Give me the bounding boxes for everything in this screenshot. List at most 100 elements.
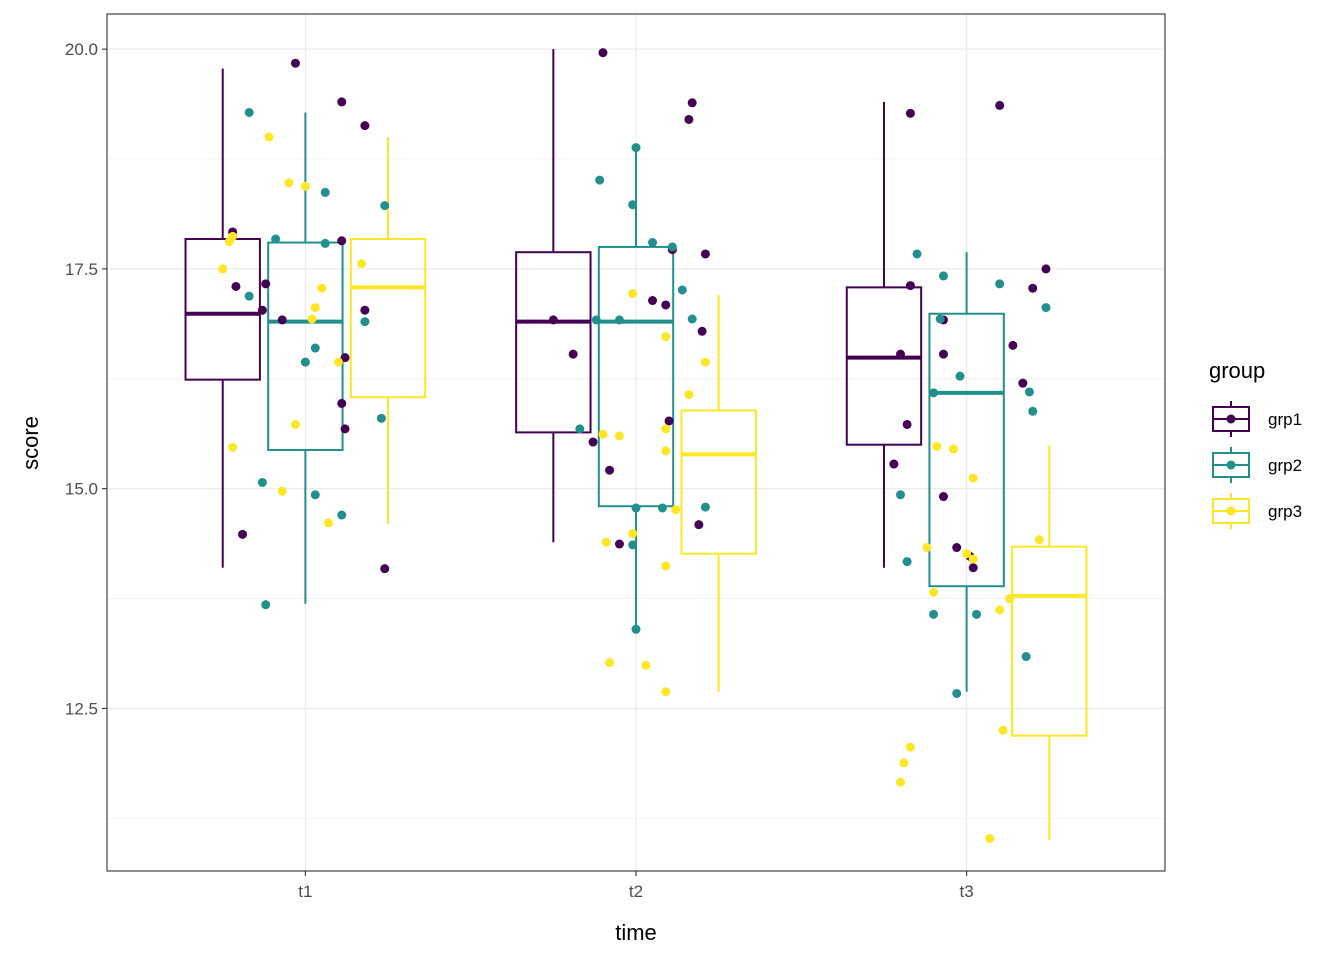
- box-iqr: [680, 409, 757, 555]
- boxplot-grp2-t3: [928, 252, 1005, 692]
- boxplot-grp1-t2: [515, 49, 592, 543]
- data-point-grp1: [687, 98, 697, 108]
- data-point-grp1: [290, 58, 300, 68]
- data-point-grp1: [995, 100, 1005, 110]
- data-point-grp3: [307, 314, 317, 324]
- data-point-grp3: [218, 264, 228, 274]
- data-point-grp3: [899, 758, 909, 768]
- x-tick-label: t2: [629, 882, 643, 901]
- data-point-grp1: [337, 97, 347, 107]
- data-point-grp2: [244, 107, 254, 117]
- data-point-grp2: [376, 413, 386, 423]
- data-point-grp1: [664, 416, 674, 426]
- data-point-grp3: [905, 742, 915, 752]
- data-point-grp2: [595, 175, 605, 185]
- legend-key-point: [1226, 414, 1236, 424]
- x-axis-title: time: [615, 920, 657, 945]
- data-point-grp2: [320, 238, 330, 248]
- data-point-grp2: [929, 388, 939, 398]
- box-iqr: [267, 241, 344, 451]
- data-point-grp2: [310, 490, 320, 500]
- data-point-grp1: [360, 121, 370, 131]
- boxplot-grp3-t1: [349, 137, 427, 524]
- data-point-grp1: [337, 398, 347, 408]
- jitter-points: [218, 48, 1051, 843]
- data-point-grp1: [568, 349, 578, 359]
- box-iqr: [845, 286, 923, 446]
- data-point-grp3: [333, 357, 343, 367]
- box-iqr: [515, 251, 592, 434]
- boxplot-grp1-t3: [845, 101, 923, 568]
- data-point-grp3: [1034, 535, 1044, 545]
- legend-label: grp3: [1268, 502, 1302, 521]
- data-point-grp3: [601, 537, 611, 547]
- data-point-grp2: [1024, 387, 1034, 397]
- box-iqr: [1011, 545, 1088, 737]
- data-point-grp3: [922, 543, 932, 553]
- data-point-grp2: [700, 502, 710, 512]
- data-point-grp3: [968, 554, 978, 564]
- y-tick-label: 17.5: [65, 260, 98, 279]
- data-point-grp2: [667, 242, 677, 252]
- legend-item-grp1: grp1: [1212, 401, 1302, 437]
- data-point-grp2: [271, 234, 281, 244]
- data-point-grp3: [641, 660, 651, 670]
- data-point-grp3: [277, 486, 287, 496]
- data-point-grp1: [380, 564, 390, 574]
- data-point-grp3: [614, 431, 624, 441]
- data-point-grp2: [929, 609, 939, 619]
- data-point-grp2: [261, 600, 271, 610]
- data-point-grp2: [955, 371, 965, 381]
- data-point-grp3: [264, 132, 274, 142]
- data-point-grp1: [694, 520, 704, 530]
- data-point-grp2: [244, 291, 254, 301]
- data-point-grp1: [902, 419, 912, 429]
- data-point-grp1: [231, 281, 241, 291]
- data-point-grp1: [661, 300, 671, 310]
- legend-item-grp2: grp2: [1212, 447, 1302, 483]
- data-point-grp3: [290, 419, 300, 429]
- data-point-grp1: [360, 305, 370, 315]
- data-point-grp2: [631, 624, 641, 634]
- data-point-grp3: [661, 561, 671, 571]
- data-point-grp3: [1005, 594, 1015, 604]
- data-point-grp3: [929, 587, 939, 597]
- boxplot-grp3-t3: [1011, 445, 1088, 841]
- data-point-grp3: [962, 549, 972, 559]
- data-point-grp3: [317, 283, 327, 293]
- legend-label: grp1: [1268, 410, 1302, 429]
- x-tick-label: t1: [298, 882, 312, 901]
- data-point-grp3: [598, 429, 608, 439]
- data-point-grp3: [661, 687, 671, 697]
- data-point-grp1: [1028, 283, 1038, 293]
- data-point-grp2: [257, 477, 267, 487]
- data-point-grp2: [614, 315, 624, 325]
- legend-key-point: [1226, 506, 1236, 516]
- data-point-grp2: [310, 343, 320, 353]
- data-point-grp1: [548, 315, 558, 325]
- data-point-grp3: [605, 658, 615, 668]
- data-point-grp3: [700, 357, 710, 367]
- data-point-grp2: [952, 688, 962, 698]
- data-point-grp2: [591, 315, 601, 325]
- data-point-grp1: [598, 48, 608, 58]
- data-point-grp2: [912, 249, 922, 259]
- data-point-grp2: [1021, 652, 1031, 662]
- data-point-grp2: [360, 317, 370, 327]
- data-point-grp2: [1041, 303, 1051, 313]
- data-point-grp3: [628, 528, 638, 538]
- y-axis-title: score: [18, 416, 43, 470]
- x-tick-label: t3: [960, 882, 974, 901]
- data-point-grp2: [1028, 406, 1038, 416]
- data-point-grp2: [320, 187, 330, 197]
- y-tick-label: 15.0: [65, 480, 98, 499]
- legend-title: group: [1209, 358, 1265, 383]
- y-tick-label: 12.5: [65, 699, 98, 718]
- legend: group grp1 grp2 grp3: [1209, 358, 1302, 529]
- data-point-grp1: [938, 349, 948, 359]
- data-point-grp1: [277, 315, 287, 325]
- data-point-grp1: [905, 281, 915, 291]
- data-point-grp2: [631, 503, 641, 513]
- y-axis: 12.5 15.0 17.5 20.0: [65, 40, 107, 718]
